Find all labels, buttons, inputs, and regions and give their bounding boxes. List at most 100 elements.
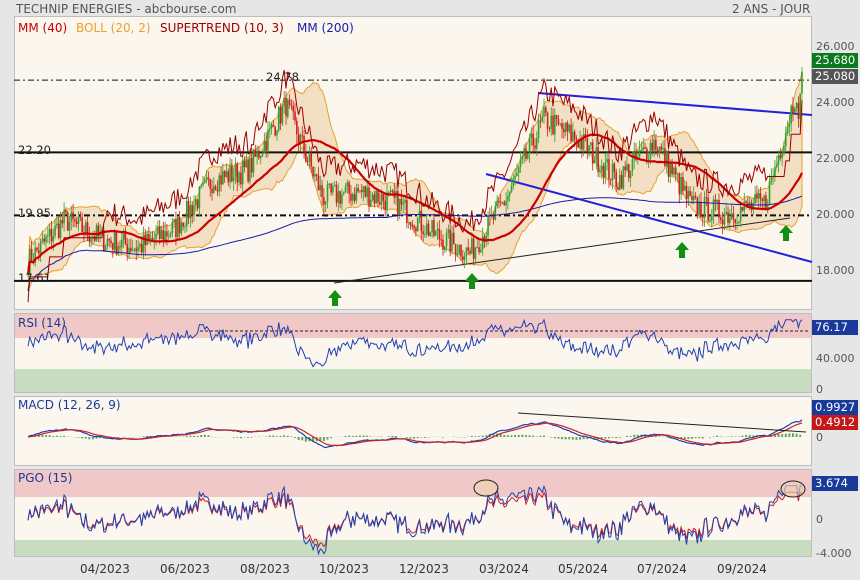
candle-body (671, 163, 673, 175)
candle-body (379, 202, 381, 205)
macd-histogram-bar (77, 437, 80, 438)
candle-body (554, 114, 556, 135)
candle-body (658, 146, 661, 154)
candle-body (790, 106, 792, 124)
macd-histogram-bar (420, 437, 423, 438)
candle-body (41, 238, 44, 241)
buy-arrow-icon (465, 273, 479, 289)
candle-body (635, 151, 637, 160)
candle-body (467, 247, 470, 251)
candle-body (682, 177, 684, 191)
macd-ytick-0: 0 (816, 431, 823, 444)
candle-body (344, 186, 347, 193)
candle-body (691, 196, 693, 200)
macd-histogram-bar (146, 435, 149, 437)
candle-body (599, 170, 601, 173)
candle-body (234, 163, 237, 178)
candle-body (727, 212, 729, 223)
macd-histogram-bar (41, 434, 44, 437)
candle-body (290, 104, 293, 106)
macd-histogram-bar (799, 434, 802, 437)
candle-body (346, 182, 349, 187)
pgo-signal-line (27, 491, 802, 549)
candle-body (111, 243, 114, 250)
macd-histogram-bar (694, 437, 697, 439)
candle-body (164, 231, 166, 241)
macd-histogram-bar (322, 437, 325, 442)
candle-body (371, 194, 374, 201)
candle-body (615, 171, 617, 187)
candle-body (443, 246, 446, 250)
candle-body (501, 202, 504, 204)
candle-body (204, 180, 206, 183)
macd-histogram-bar (633, 434, 636, 437)
candle-body (627, 164, 630, 178)
candle-body (738, 221, 740, 223)
candle-body (351, 194, 354, 201)
price-ytick-22: 22.000 (816, 152, 855, 165)
candle-body (268, 128, 271, 130)
candle-body (759, 193, 762, 199)
candle-body (328, 183, 331, 185)
candle-body (142, 234, 145, 253)
macd-histogram-bar (48, 435, 51, 437)
level-label-24-78: 24.78 (266, 70, 299, 84)
candle-body (149, 237, 152, 239)
candle-body (122, 233, 125, 240)
macd-histogram-bar (600, 437, 603, 440)
candle-body (474, 247, 477, 259)
candle-body (427, 223, 430, 236)
candle-body (400, 198, 403, 205)
candle-body (528, 137, 531, 154)
candle-body (355, 188, 358, 201)
candle-body (65, 209, 67, 213)
macd-histogram-bar (593, 437, 596, 440)
candle-body (774, 166, 776, 177)
candle-body (718, 199, 720, 218)
candle-body (734, 219, 737, 224)
candle-body (752, 203, 755, 210)
candle-body (429, 232, 432, 236)
macd-histogram-bar (470, 436, 473, 437)
candle-body (756, 194, 758, 199)
candle-body (510, 186, 513, 192)
candle-body (660, 146, 663, 150)
candle-body (754, 194, 756, 204)
candle-body (604, 162, 607, 178)
candle-body (521, 156, 524, 160)
pgo-label: PGO (15) (18, 471, 73, 485)
candle-body (507, 195, 509, 202)
macd-histogram-bar (618, 437, 621, 438)
macd-histogram-bar (791, 433, 794, 437)
candle-body (47, 235, 49, 237)
candle-body (517, 166, 520, 174)
candle-body (579, 138, 581, 148)
candle-body (330, 183, 332, 193)
candle-body (84, 222, 87, 234)
candle-body (784, 132, 787, 147)
long-trendline (333, 217, 791, 284)
macd-histogram-bar (514, 435, 517, 437)
candle-body (119, 246, 121, 248)
macd-histogram-bar (427, 437, 430, 438)
candle-body (126, 244, 129, 254)
candle-body (747, 202, 749, 208)
support-trendline (485, 173, 813, 263)
candle-body (514, 176, 516, 179)
candle-body (342, 192, 345, 195)
candle-body (252, 149, 255, 173)
price-ytick-18: 18.000 (816, 264, 855, 277)
candle-body (741, 206, 744, 211)
candle-body (626, 164, 628, 171)
candle-body (416, 217, 419, 232)
macd-histogram-bar (355, 435, 358, 437)
macd-histogram-bar (539, 435, 542, 437)
candle-body (357, 188, 359, 192)
macd-histogram-bar (524, 435, 527, 437)
pgo-line (27, 484, 802, 556)
candle-body (279, 106, 282, 124)
candle-body (104, 245, 107, 251)
candle-body (380, 194, 383, 205)
candle-body (276, 130, 278, 136)
candle-body (707, 197, 709, 221)
